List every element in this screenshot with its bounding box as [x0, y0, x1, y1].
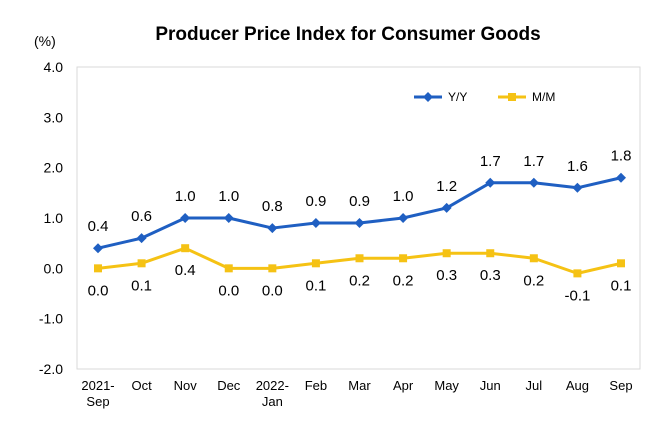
data-label: 1.0	[218, 188, 239, 205]
y-tick-label: 1.0	[44, 210, 64, 226]
data-label: 0.0	[262, 282, 283, 299]
data-label: 1.0	[393, 188, 414, 205]
x-tick-label: Feb	[305, 378, 327, 393]
x-tick-label: Oct	[131, 378, 152, 393]
data-point-marker	[267, 223, 278, 234]
data-point-marker	[94, 264, 102, 273]
x-tick-label: May	[434, 378, 459, 393]
data-point-marker	[93, 243, 103, 254]
data-point-marker	[224, 264, 233, 273]
data-label: 0.8	[262, 198, 283, 215]
data-point-marker	[311, 259, 320, 268]
legend-marker	[508, 93, 516, 101]
x-tick-label: 2022-Jan	[256, 378, 289, 409]
data-point-marker	[528, 177, 539, 188]
plot-frame	[76, 66, 641, 370]
y-tick-label: 4.0	[44, 59, 64, 75]
data-point-marker	[268, 264, 277, 273]
x-tick-label: Nov	[174, 378, 198, 393]
data-point-marker	[616, 172, 626, 183]
y-tick-label: 3.0	[44, 109, 64, 125]
data-point-marker	[486, 249, 495, 258]
data-label: 0.1	[611, 277, 632, 294]
data-label: 0.9	[349, 193, 370, 210]
data-label: 0.9	[305, 193, 326, 210]
data-label: 0.4	[88, 218, 109, 235]
data-label: -0.1	[564, 287, 590, 304]
data-point-marker	[181, 244, 190, 253]
plot-area: 4.0 3.0 2.0 1.0 0.0 -1.0 -2.0 2021-Sep Oct Nov Dec…	[39, 59, 641, 409]
data-point-marker	[137, 259, 146, 268]
data-point-marker	[355, 254, 364, 263]
data-point-marker	[399, 254, 408, 263]
data-point-marker	[485, 177, 496, 188]
legend-marker	[423, 92, 433, 102]
data-label: 1.7	[523, 153, 544, 170]
y-tick-label: -2.0	[39, 361, 63, 377]
data-point-marker	[136, 233, 147, 244]
data-label: 0.4	[175, 262, 196, 279]
data-label: 1.8	[611, 148, 632, 165]
data-label: 0.0	[88, 282, 109, 299]
data-label: 0.2	[349, 272, 370, 289]
data-point-marker	[398, 213, 409, 223]
x-tick-label: 2021-Sep	[81, 378, 114, 409]
data-point-marker	[441, 202, 452, 213]
data-label: 0.6	[131, 208, 152, 225]
data-point-marker	[223, 213, 234, 223]
x-tick-label: Sep	[609, 378, 632, 393]
data-point-marker	[573, 269, 582, 278]
data-label: 0.2	[523, 272, 544, 289]
data-point-marker	[180, 213, 191, 223]
x-tick-label: Jul	[526, 378, 543, 393]
legend-label: Y/Y	[448, 90, 467, 104]
x-tick-label: Apr	[393, 378, 414, 393]
data-label: 0.1	[131, 277, 152, 294]
x-tick-label: Mar	[348, 378, 371, 393]
x-tick-label: Jun	[480, 378, 501, 393]
data-label: 1.7	[480, 153, 501, 170]
data-point-marker	[442, 249, 451, 258]
data-label: 0.1	[305, 277, 326, 294]
data-label: 0.0	[218, 282, 239, 299]
y-tick-label: 2.0	[44, 160, 64, 176]
data-label: 1.0	[175, 188, 196, 205]
chart-title: Producer Price Index for Consumer Goods	[155, 24, 540, 45]
legend-label: M/M	[532, 90, 555, 104]
data-label: 1.2	[436, 178, 457, 195]
data-point-marker	[529, 254, 538, 263]
data-label: 0.3	[436, 267, 457, 284]
x-tick-label: Dec	[217, 378, 241, 393]
data-point-marker	[572, 182, 583, 193]
data-label: 0.2	[393, 272, 414, 289]
data-label: 1.6	[567, 158, 588, 175]
y-tick-label: 0.0	[44, 260, 64, 276]
y-axis-unit: (%)	[34, 33, 56, 49]
data-point-marker	[354, 218, 365, 229]
x-tick-label: Aug	[566, 378, 589, 393]
data-label: 0.3	[480, 267, 501, 284]
data-point-marker	[310, 218, 321, 229]
data-point-marker	[617, 259, 625, 268]
y-tick-label: -1.0	[39, 311, 63, 327]
